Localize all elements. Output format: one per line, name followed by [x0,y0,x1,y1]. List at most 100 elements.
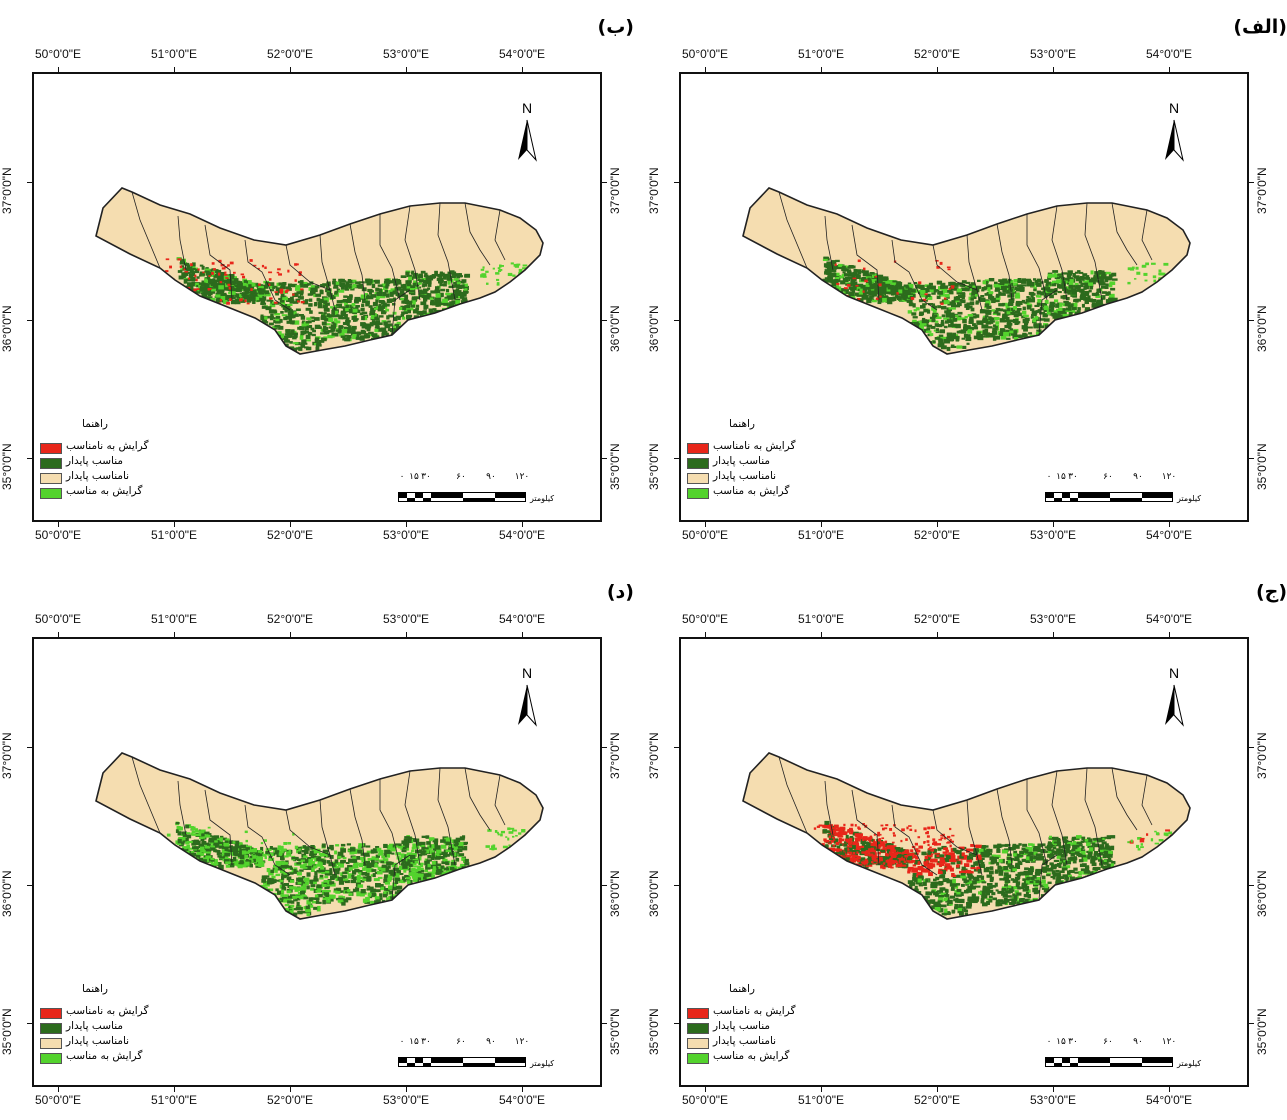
scale-unit: کیلومتر [530,1059,554,1068]
latitude-label: 36°0'0"N [0,870,14,917]
scale-tick-label: ۱۲۰ [1162,1037,1177,1047]
legend-swatch [40,1038,62,1049]
longitude-tick [522,632,523,637]
longitude-label: 50°0'0"E [682,528,728,542]
longitude-label: 54°0'0"E [1146,47,1192,61]
scale-segment [415,1058,423,1063]
latitude-tick [1249,1023,1254,1024]
longitude-tick [290,1087,291,1092]
longitude-tick [1169,632,1170,637]
scale-tick-label: ۶۰ [456,472,466,482]
latitude-tick [1249,182,1254,183]
scale-segment [399,493,407,498]
latitude-label: 36°0'0"N [1255,305,1269,352]
longitude-label: 53°0'0"E [1030,1093,1076,1107]
longitude-tick [522,67,523,72]
longitude-label: 50°0'0"E [682,612,728,626]
longitude-label: 52°0'0"E [914,1093,960,1107]
scale-segment [1046,493,1054,498]
longitude-label: 50°0'0"E [35,528,81,542]
longitude-tick [406,67,407,72]
longitude-tick [522,1087,523,1092]
longitude-label: 51°0'0"E [798,612,844,626]
longitude-tick [1169,67,1170,72]
legend-label: مناسب پایدار [713,455,770,467]
legend-label: گرایش به مناسب [713,485,789,497]
scale-tick-label: ۰ [1047,472,1052,482]
scale-segment [1110,1063,1142,1067]
scale-tick-label: ۳۰ [421,472,431,482]
legend-title: راهنما [82,983,108,995]
legend-label: مناسب پایدار [66,1020,123,1032]
legend-label: نامناسب پایدار [66,1035,129,1047]
scale-tick-label: ۱۲۰ [515,472,530,482]
longitude-tick [937,522,938,527]
longitude-label: 53°0'0"E [383,47,429,61]
scale-unit: کیلومتر [1177,1059,1201,1068]
longitude-tick [821,632,822,637]
north-arrow-shape [512,100,542,170]
scale-tick-label: ۰ [400,472,405,482]
scale-tick-label: ۹۰ [486,472,496,482]
scale-segment [1070,1063,1078,1067]
legend-label: نامناسب پایدار [713,470,776,482]
latitude-label: 37°0'0"N [0,167,14,214]
longitude-tick [1053,67,1054,72]
scale-segment [1070,498,1078,502]
latitude-label: 35°0'0"N [1255,1008,1269,1055]
longitude-tick [821,1087,822,1092]
scale-segment [1070,493,1078,498]
longitude-tick [58,522,59,527]
longitude-label: 51°0'0"E [151,612,197,626]
latitude-tick [674,747,679,748]
scale-segment [1078,1058,1110,1063]
scale-segment [495,493,526,498]
longitude-tick [522,522,523,527]
longitude-label: 51°0'0"E [151,47,197,61]
latitude-label: 36°0'0"N [608,305,622,352]
scale-segment [423,493,431,498]
scale-tick-label: ۹۰ [1133,472,1143,482]
scale-segment [495,1058,526,1063]
longitude-label: 50°0'0"E [35,1093,81,1107]
longitude-label: 51°0'0"E [798,47,844,61]
legend-label: گرایش به نامناسب [66,1005,148,1017]
scale-segment [495,498,526,502]
latitude-label: 35°0'0"N [647,1008,661,1055]
longitude-tick [406,632,407,637]
scale-bar-graphic [1045,1057,1173,1067]
scale-segment [1046,1063,1054,1067]
longitude-tick [1169,1087,1170,1092]
scale-tick-label: ۱۲۰ [1162,472,1177,482]
scale-segment [463,1058,495,1063]
latitude-label: 36°0'0"N [1255,870,1269,917]
longitude-label: 51°0'0"E [151,528,197,542]
scale-segment [463,1063,495,1067]
latitude-label: 35°0'0"N [0,1008,14,1055]
latitude-tick [674,182,679,183]
latitude-label: 37°0'0"N [647,732,661,779]
latitude-label: 37°0'0"N [608,732,622,779]
longitude-label: 50°0'0"E [35,612,81,626]
legend-swatch [40,488,62,499]
scale-segment [407,1063,415,1067]
scale-tick-label: ۳۰ [1068,472,1078,482]
legend-title: راهنما [729,983,755,995]
legend-label: گرایش به مناسب [713,1050,789,1062]
legend-label: مناسب پایدار [713,1020,770,1032]
longitude-label: 50°0'0"E [35,47,81,61]
longitude-label: 54°0'0"E [499,612,545,626]
legend-swatch [40,473,62,484]
scale-unit: کیلومتر [1177,494,1201,503]
scale-tick-label: ۶۰ [1103,472,1113,482]
scale-bar-graphic [398,492,526,502]
longitude-label: 53°0'0"E [1030,612,1076,626]
longitude-tick [290,632,291,637]
longitude-tick [705,1087,706,1092]
legend-swatch [40,1008,62,1019]
longitude-label: 54°0'0"E [499,1093,545,1107]
scale-segment [431,498,463,502]
scale-segment [407,1058,415,1063]
